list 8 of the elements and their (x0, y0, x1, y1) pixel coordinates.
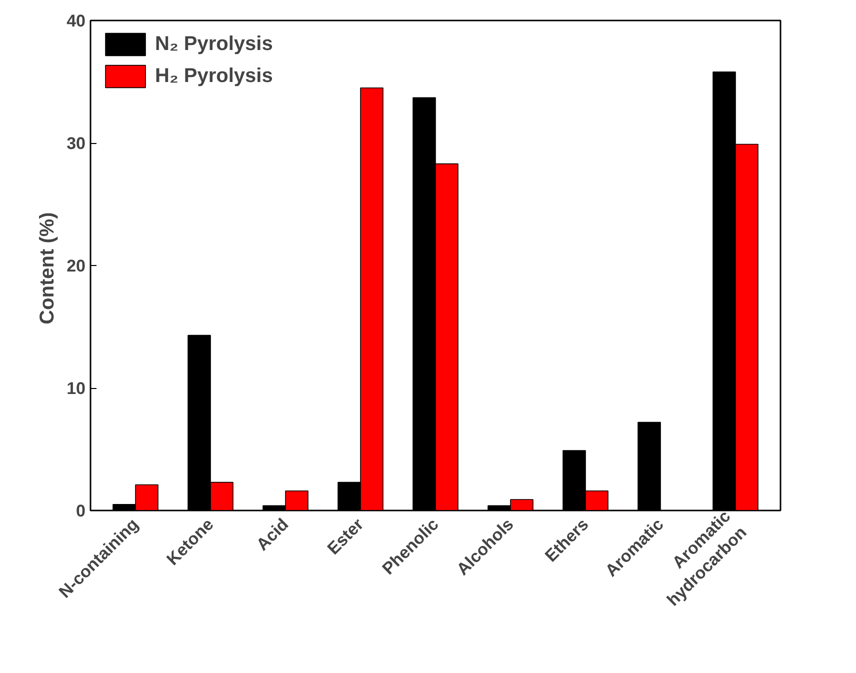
y-tick-label: 10 (66, 379, 86, 398)
legend-label: H₂ Pyrolysis (155, 64, 273, 88)
y-tick-label: 0 (76, 502, 86, 520)
y-axis-title: Content (%) (36, 212, 59, 324)
y-tick-label: 40 (66, 12, 86, 30)
y-tick-label: 30 (66, 134, 86, 153)
legend-label: N₂ Pyrolysis (155, 32, 273, 56)
y-tick-label: 20 (66, 256, 86, 276)
